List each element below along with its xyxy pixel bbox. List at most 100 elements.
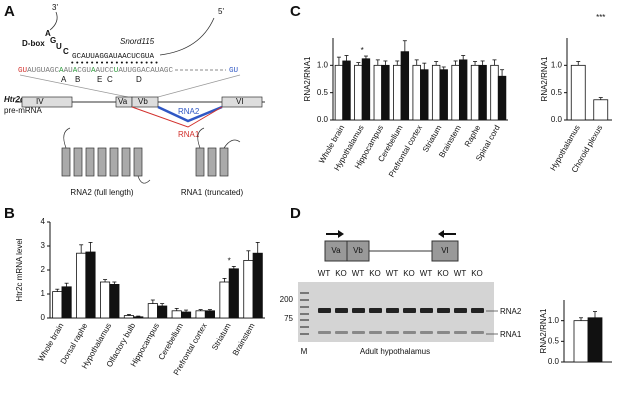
three-prime: 3' bbox=[52, 3, 58, 12]
bar bbox=[85, 251, 96, 319]
panel-label: D bbox=[290, 205, 301, 222]
band bbox=[437, 308, 450, 313]
band bbox=[454, 331, 467, 334]
exon bbox=[346, 240, 370, 262]
bar bbox=[195, 310, 206, 319]
significance: * bbox=[228, 257, 231, 266]
ladder-band bbox=[300, 333, 309, 335]
y-tick-label: 0.5 bbox=[551, 88, 563, 97]
band bbox=[335, 308, 348, 313]
x-tick-label: Brainstem bbox=[231, 321, 257, 357]
gene-label: Htr2c bbox=[4, 95, 25, 104]
exon bbox=[131, 96, 159, 108]
ladder-band bbox=[300, 326, 309, 328]
band bbox=[403, 308, 416, 313]
receptor-truncated bbox=[195, 127, 241, 177]
y-tick-label: 1.0 bbox=[548, 316, 560, 325]
bar bbox=[470, 64, 480, 121]
exon-label: IV bbox=[36, 97, 44, 106]
bar bbox=[52, 291, 63, 319]
lane-label: WT bbox=[318, 269, 331, 278]
panel-label: A bbox=[4, 3, 15, 20]
panel-d-gel: Va Vb VI 200 75 M Adult hypothalamus RNA… bbox=[280, 230, 522, 356]
y-tick-label: 1.0 bbox=[317, 60, 329, 69]
protein-label: RNA2 (full length) bbox=[70, 188, 133, 197]
lane-label: WT bbox=[386, 269, 399, 278]
exon-label: VI bbox=[236, 97, 244, 106]
marker-label: M bbox=[301, 347, 308, 356]
seq-part: CGU bbox=[77, 67, 91, 75]
y-tick-label: 0.5 bbox=[317, 88, 329, 97]
band bbox=[335, 331, 348, 334]
rna2-label: RNA2 bbox=[178, 107, 200, 116]
exon-label: Va bbox=[118, 97, 128, 106]
band bbox=[403, 331, 416, 334]
band bbox=[420, 331, 433, 334]
bar bbox=[123, 315, 135, 319]
band-label: RNA1 bbox=[500, 330, 522, 339]
bar bbox=[76, 252, 87, 319]
ladder-band bbox=[300, 313, 309, 315]
bar bbox=[458, 59, 468, 121]
y-tick-label: 3 bbox=[41, 241, 46, 250]
y-tick-label: 1.0 bbox=[551, 60, 563, 69]
loop-letter: C bbox=[63, 47, 69, 56]
bar bbox=[61, 286, 72, 319]
y-tick-label: 4 bbox=[41, 217, 46, 226]
snord-label: Snord115 bbox=[120, 37, 155, 46]
loop-letter: A bbox=[45, 29, 51, 38]
dbox-label: D-box bbox=[22, 39, 45, 48]
splice-site: GU bbox=[229, 67, 239, 75]
gel-caption: Adult hypothalamus bbox=[360, 347, 430, 356]
gene-sub: pre-mRNA bbox=[4, 106, 42, 115]
bar bbox=[393, 64, 402, 121]
seq-part: AUGUAGC bbox=[27, 67, 59, 75]
x-tick-label: Raphe bbox=[463, 123, 483, 148]
bar bbox=[587, 317, 603, 363]
y-axis-label: Htr2c mRNA level bbox=[15, 238, 24, 301]
band bbox=[369, 331, 382, 334]
lane-label: KO bbox=[437, 269, 449, 278]
band-label: RNA2 bbox=[500, 307, 522, 316]
rna1-label: RNA1 bbox=[178, 130, 200, 139]
exon-label: Vb bbox=[138, 97, 148, 106]
zoom-line bbox=[19, 74, 129, 98]
protein-label: RNA1 (truncated) bbox=[181, 188, 244, 197]
site-label: C bbox=[107, 75, 113, 84]
bar bbox=[570, 64, 586, 121]
y-tick-label: 0.5 bbox=[548, 336, 560, 345]
bar bbox=[157, 305, 168, 319]
receptor-full bbox=[61, 127, 151, 184]
band bbox=[352, 331, 365, 334]
rna1-splice bbox=[131, 106, 223, 128]
band bbox=[420, 308, 433, 313]
x-tick-label: Striatum bbox=[210, 321, 233, 352]
lane-label: KO bbox=[471, 269, 483, 278]
exon bbox=[221, 96, 263, 108]
y-tick-label: 0.0 bbox=[551, 115, 563, 124]
exon bbox=[21, 96, 73, 108]
ladder-label: 75 bbox=[284, 314, 293, 323]
lane-label: WT bbox=[420, 269, 433, 278]
exon-label: Vb bbox=[353, 246, 363, 255]
band bbox=[386, 331, 399, 334]
band bbox=[454, 308, 467, 313]
pairing-dots: •••••••••••••••••• bbox=[70, 60, 159, 68]
strand bbox=[49, 11, 58, 31]
bar bbox=[490, 64, 499, 121]
seq-part: A bbox=[91, 67, 96, 75]
lane-label: WT bbox=[352, 269, 365, 278]
site-label: D bbox=[136, 75, 142, 84]
site-label: E bbox=[97, 75, 102, 84]
band bbox=[352, 308, 365, 313]
bar bbox=[219, 281, 230, 319]
exon bbox=[431, 240, 459, 262]
bar bbox=[420, 69, 429, 121]
ladder-band bbox=[300, 299, 309, 301]
bar bbox=[354, 64, 363, 121]
primer-arrow bbox=[326, 230, 344, 238]
y-tick-label: 0.0 bbox=[548, 357, 560, 366]
bar bbox=[431, 64, 441, 121]
band bbox=[386, 308, 399, 313]
y-tick-label: 0.0 bbox=[317, 115, 329, 124]
